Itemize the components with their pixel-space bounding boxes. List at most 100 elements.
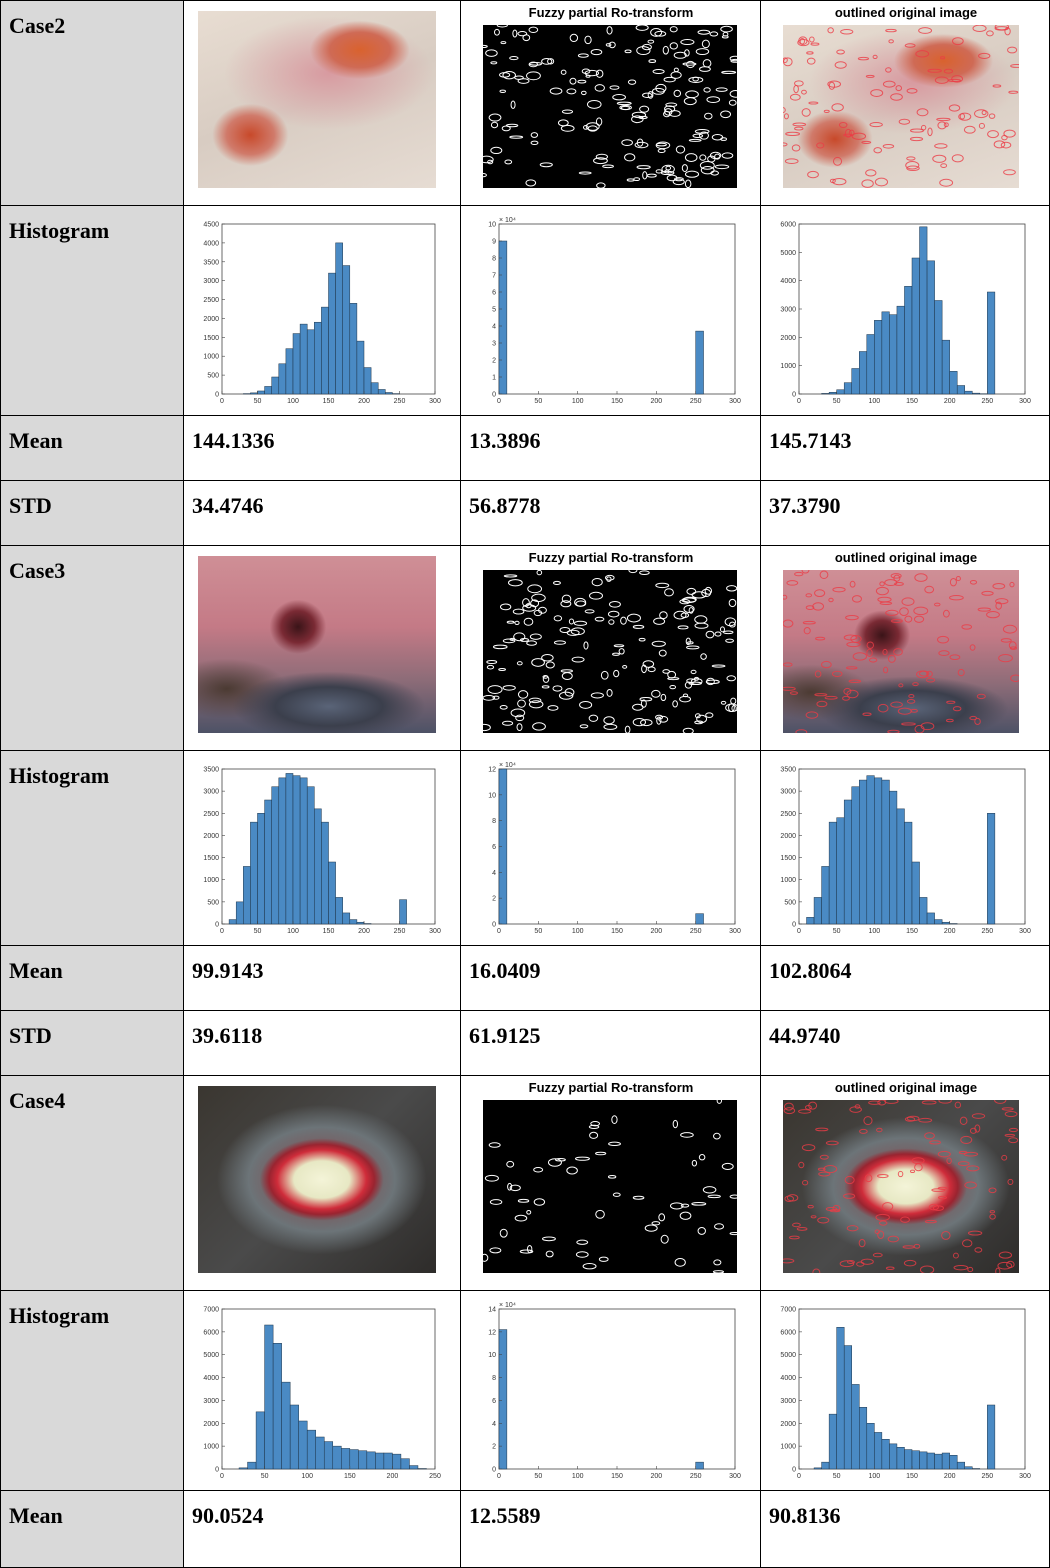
edge (518, 700, 526, 707)
bar (844, 383, 852, 394)
edge (584, 642, 588, 649)
edge (835, 62, 846, 69)
edge (952, 38, 963, 45)
edge (886, 68, 891, 72)
edge (806, 712, 818, 718)
edge (640, 106, 649, 112)
edge (899, 119, 909, 124)
edge (886, 1267, 894, 1269)
edge (591, 50, 602, 55)
edge (783, 108, 785, 113)
edge (808, 171, 819, 177)
cell: 90.8136 (760, 1490, 1050, 1568)
edge (609, 42, 615, 48)
bar (837, 818, 845, 924)
edge (995, 1100, 1006, 1103)
y-tick-label: 2 (492, 896, 496, 903)
wound-photo (198, 11, 436, 188)
bar (965, 1467, 973, 1469)
edge (510, 56, 518, 59)
edge (954, 1265, 968, 1269)
edge (913, 683, 918, 686)
transform-image (483, 1100, 737, 1273)
edge (625, 50, 631, 53)
edge (570, 34, 577, 41)
edge (994, 141, 1005, 148)
edge (950, 596, 964, 600)
bar (307, 787, 314, 924)
x-tick-label: 200 (358, 928, 370, 935)
edge (483, 1254, 488, 1261)
x-tick-label: 300 (1019, 398, 1031, 405)
edge (867, 642, 873, 649)
x-tick-label: 200 (944, 398, 956, 405)
edge (695, 129, 709, 133)
outlined-image (783, 570, 1019, 733)
edge (675, 1259, 685, 1267)
edge (889, 40, 893, 43)
x-tick-label: 300 (429, 398, 441, 405)
x-tick-label: 300 (1019, 1473, 1031, 1480)
edge (919, 1118, 932, 1122)
edge (965, 1182, 977, 1188)
edge (862, 141, 871, 143)
outline-overlay (783, 570, 1019, 733)
y-tick-label: 0 (492, 392, 496, 399)
edge (617, 102, 631, 104)
bar (874, 778, 882, 924)
edge (633, 1196, 644, 1199)
y-tick-label: 1000 (780, 1444, 796, 1451)
y-tick-label: 2 (492, 358, 496, 365)
bar (950, 371, 958, 394)
edge (596, 1210, 605, 1218)
edge (937, 636, 948, 643)
histogram: 0501001502002503000100020003000400050006… (769, 1299, 1035, 1485)
cell: 16.0409 (460, 945, 761, 1011)
edge (621, 617, 627, 624)
bar (927, 261, 935, 394)
edge (673, 179, 684, 185)
edge (708, 1195, 720, 1198)
edge (902, 723, 916, 725)
cell: outlined original image (760, 0, 1050, 206)
edge (880, 582, 884, 586)
bar (874, 320, 882, 394)
edge (870, 123, 882, 127)
edge (803, 621, 815, 624)
y-tick-label: 1500 (203, 855, 219, 862)
edge (614, 645, 624, 647)
edge (623, 665, 627, 668)
edge (627, 614, 640, 622)
y-tick-label: 10 (488, 1352, 496, 1359)
edge (858, 57, 868, 60)
edge (703, 1187, 716, 1193)
cell: 145.7143 (760, 415, 1050, 481)
edge (729, 100, 736, 105)
stat-value: 37.3790 (769, 493, 841, 519)
edge (706, 680, 719, 683)
x-tick-label: 0 (220, 398, 224, 405)
edge (941, 57, 945, 59)
edge (847, 1226, 858, 1231)
edge (678, 626, 688, 629)
bar (258, 813, 265, 924)
edge (807, 52, 813, 54)
histogram: 0501001502002503000500100015002000250030… (192, 759, 445, 940)
edge (674, 52, 686, 58)
x-tick-label: 50 (254, 398, 262, 405)
edge (989, 1188, 996, 1193)
x-tick-label: 300 (729, 398, 741, 405)
y-tick-label: 10 (488, 792, 496, 799)
edge (713, 1271, 723, 1273)
header-cell: Histogram (0, 750, 184, 946)
x-tick-label: 150 (906, 928, 918, 935)
edge (673, 1120, 677, 1127)
bar (889, 315, 897, 394)
edge (483, 724, 490, 730)
bar (273, 1343, 282, 1469)
edge (937, 118, 950, 120)
bar (965, 391, 973, 394)
edge (562, 595, 571, 602)
edge (917, 109, 928, 116)
x-tick-label: 0 (797, 398, 801, 405)
